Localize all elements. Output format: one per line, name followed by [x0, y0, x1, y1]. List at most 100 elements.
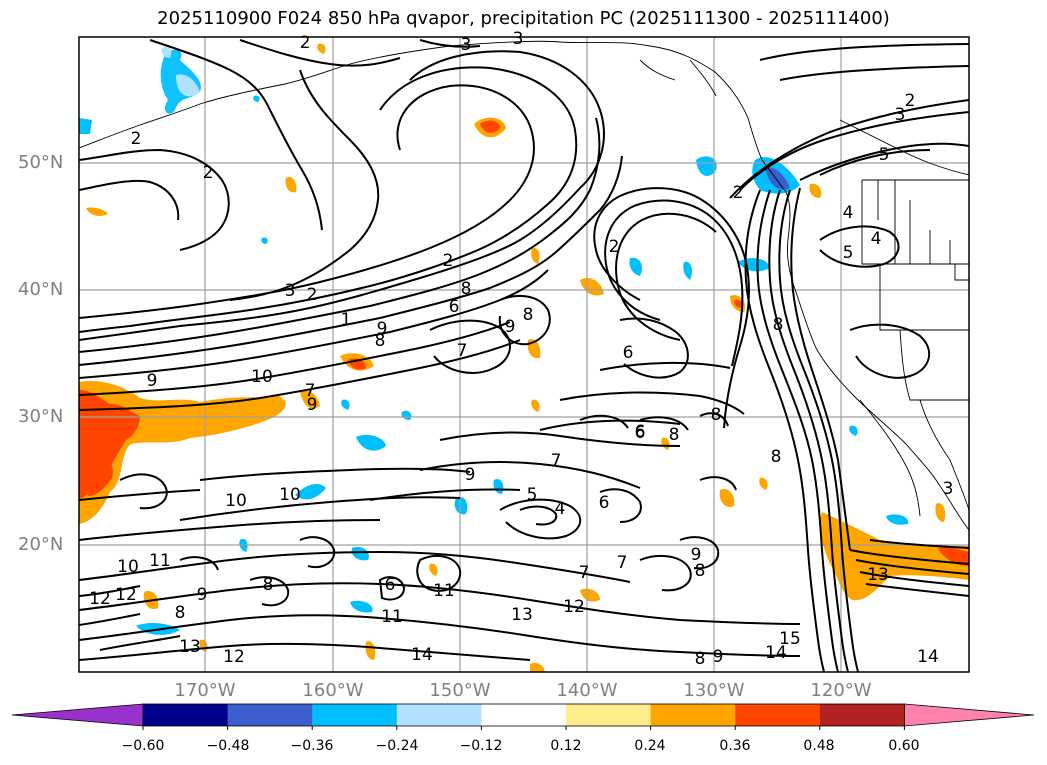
contour-label: 6	[623, 343, 634, 363]
contour-label: 4	[555, 499, 566, 519]
map-frame	[78, 36, 970, 673]
colorbar-segment	[396, 704, 482, 726]
contour-label: 14	[411, 645, 433, 665]
contour-label: 4	[871, 229, 882, 249]
contour-label: 12	[115, 585, 137, 605]
contour-label: 8	[695, 561, 706, 581]
contour-label: 14	[765, 643, 787, 663]
contour-label: 8	[669, 425, 680, 445]
contour-label: 5	[879, 145, 890, 165]
contour-label: 8	[711, 405, 722, 425]
contour-label: 5	[843, 243, 854, 263]
contour-label: 9	[465, 465, 476, 485]
colorbar-segment	[227, 704, 313, 726]
contour-label: 8	[773, 315, 784, 335]
colorbar-tick-0.60: 0.60	[888, 738, 920, 754]
lat-label-20n: 20°N	[18, 534, 64, 555]
contour-label: 3	[285, 281, 296, 301]
contour-label: 10	[251, 367, 273, 387]
contour-label: 6	[599, 493, 610, 513]
contour-label: 5	[527, 485, 538, 505]
lat-label-50n: 50°N	[18, 152, 64, 173]
colorbar-segment	[312, 704, 398, 726]
colorbar-tick-0.12: 0.12	[550, 738, 582, 754]
contour-label: 8	[375, 331, 386, 351]
contour-label: 7	[617, 553, 628, 573]
colorbar-tick-neg-0.48: −0.48	[206, 738, 250, 754]
contour-label: 9	[307, 395, 318, 415]
lon-label-130w: 130°W	[683, 680, 745, 701]
contour-label: 10	[117, 557, 139, 577]
contour-label: 8	[461, 279, 472, 299]
contour-label: 2	[300, 33, 311, 53]
contour-label: 7	[551, 451, 562, 471]
lat-label-30n: 30°N	[18, 406, 64, 427]
contour-label: 13	[511, 605, 533, 625]
map-title: 2025110900 F024 850 hPa qvapor, precipit…	[157, 8, 890, 29]
contour-label: 3	[943, 479, 954, 499]
contour-label: 7	[457, 341, 468, 361]
colorbar-segment	[819, 704, 905, 726]
contour-label: 11	[433, 581, 455, 601]
lon-label-120w: 120°W	[810, 680, 872, 701]
colorbar-outline	[142, 703, 905, 727]
contour-label: 9	[377, 319, 388, 339]
contour-label: 8	[771, 447, 782, 467]
contour-label: 12	[223, 647, 245, 667]
colorbar-segment	[566, 704, 652, 726]
contour-label: 3	[895, 105, 906, 125]
contour-label: 10	[225, 491, 247, 511]
contour-label: 6	[635, 422, 646, 442]
colorbar-segment	[143, 704, 229, 726]
contour-label: 1	[341, 310, 352, 330]
lon-label-140w: 140°W	[556, 680, 618, 701]
colorbar-segment	[735, 704, 821, 726]
contour-label: 2	[905, 91, 916, 111]
contour-label: 11	[381, 607, 403, 627]
lon-label-160w: 160°W	[302, 680, 364, 701]
contour-label: 9	[691, 545, 702, 565]
contour-label: 8	[695, 649, 706, 669]
contour-label: 12	[563, 597, 585, 617]
colorbar-segment	[481, 704, 567, 726]
contour-label: 9	[147, 371, 158, 391]
contour-label: 9	[505, 317, 516, 337]
contour-label: 8	[523, 305, 534, 325]
contour-label: 6	[449, 297, 460, 317]
contour-label: 4	[843, 203, 854, 223]
colorbar-tick-0.24: 0.24	[634, 738, 666, 754]
colorbar-segment	[650, 704, 736, 726]
contour-label: 3	[461, 35, 472, 55]
contour-label: 3	[513, 29, 524, 49]
contour-label: 12	[89, 589, 111, 609]
contour-label: 13	[867, 565, 889, 585]
contour-label: 8	[175, 603, 186, 623]
graticule	[79, 37, 969, 672]
contour-label: 14	[917, 647, 939, 667]
lon-label-170w: 170°W	[174, 680, 236, 701]
contour-label: 8	[263, 575, 274, 595]
lon-label-150w: 150°W	[429, 680, 491, 701]
contour-label: 6	[385, 575, 396, 595]
colorbar-tick-neg-0.60: −0.60	[121, 738, 165, 754]
contour-label: 2	[131, 129, 142, 149]
lat-label-40n: 40°N	[18, 279, 64, 300]
colorbar-tick-neg-0.36: −0.36	[290, 738, 334, 754]
contour-label: 15	[779, 629, 801, 649]
contour-label: 2	[203, 163, 214, 183]
contour-label: 9	[197, 585, 208, 605]
contour-label: 9	[713, 647, 724, 667]
colorbar-tick-neg-0.12: −0.12	[459, 738, 503, 754]
contour-label: 6	[635, 423, 646, 443]
contour-label: 11	[149, 551, 171, 571]
contour-label: 10	[279, 485, 301, 505]
contour-label: 13	[179, 637, 201, 657]
colorbar-tick-0.48: 0.48	[803, 738, 835, 754]
contour-label: 2	[609, 237, 620, 257]
colorbar-tick-neg-0.24: −0.24	[375, 738, 419, 754]
contour-label: 2	[307, 285, 318, 305]
contour-label: 7	[305, 381, 316, 401]
contour-label: 7	[579, 563, 590, 583]
